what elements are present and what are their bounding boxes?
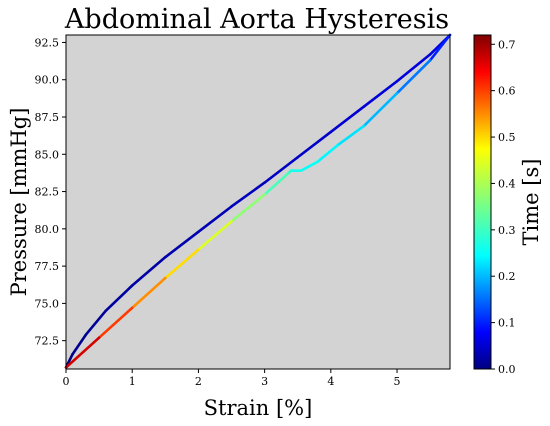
colorbar-tick-label: 0.1 — [498, 317, 516, 330]
curve-segment — [197, 205, 233, 234]
curve-segment — [71, 333, 88, 356]
y-axis-ticks: 72.5 75.0 77.5 80.0 82.5 85.0 87.5 90.0 92.5 — [35, 36, 66, 348]
x-tick-label: 4 — [327, 375, 334, 388]
colorbar-ticks: 0.0 0.1 0.2 0.3 0.4 0.5 0.6 0.7 — [491, 38, 516, 376]
plot-frame — [65, 34, 451, 370]
y-tick-label: 90.0 — [35, 74, 60, 87]
curve-segment — [316, 144, 339, 164]
curve-segment — [296, 130, 333, 159]
y-tick-label: 80.0 — [35, 223, 60, 236]
colorbar-tick-label: 0.5 — [498, 131, 516, 144]
colorbar-tick-label: 0.6 — [498, 85, 516, 98]
colorbar-tick-label: 0.2 — [498, 270, 516, 283]
y-tick-label: 92.5 — [35, 36, 60, 49]
curve-segment — [395, 53, 432, 83]
curve-segment — [64, 336, 101, 369]
curve-segment — [130, 255, 167, 287]
curve-segment — [263, 155, 300, 184]
x-tick-label: 5 — [394, 375, 401, 388]
y-tick-label: 75.0 — [35, 297, 60, 310]
y-tick-label: 82.5 — [35, 186, 60, 199]
chart-title: Abdominal Aorta Hysteresis — [64, 4, 449, 35]
x-tick-label: 1 — [129, 375, 136, 388]
y-axis-label: Pressure [mmHg] — [7, 108, 31, 297]
curve-segment — [299, 160, 319, 172]
colorbar-tick-label: 0.4 — [498, 177, 516, 190]
colorbar-tick-label: 0.3 — [498, 224, 516, 237]
curve-segment — [130, 276, 167, 310]
curve-segment — [362, 79, 399, 108]
x-tick-label: 0 — [63, 375, 70, 388]
curve-segment — [230, 193, 266, 223]
curve-segment — [362, 91, 399, 128]
colorbar — [473, 34, 492, 370]
curve-segment — [230, 181, 266, 208]
colorbar-tick-label: 0.7 — [498, 38, 516, 51]
curve-segment — [336, 124, 366, 147]
y-tick-label: 72.5 — [35, 335, 60, 348]
x-axis-label: Strain [%] — [204, 396, 313, 420]
curve-segment — [197, 220, 233, 252]
y-tick-label: 77.5 — [35, 260, 60, 273]
curve-segment — [263, 172, 290, 196]
y-tick-label: 85.0 — [35, 148, 60, 161]
x-tick-label: 3 — [261, 375, 268, 388]
y-tick-label: 87.5 — [35, 111, 60, 124]
curve-layer — [64, 33, 452, 369]
x-axis-ticks: 0 1 2 3 4 5 — [63, 369, 401, 388]
curve-segment — [104, 284, 134, 313]
colorbar-label: Time [s] — [519, 159, 543, 246]
curve-segment — [84, 309, 108, 337]
curve-segment — [97, 306, 134, 339]
x-tick-label: 2 — [195, 375, 202, 388]
curve-segment — [164, 248, 200, 280]
curve-segment — [395, 59, 432, 95]
curve-segment — [164, 230, 200, 259]
curve-segment — [428, 33, 452, 62]
colorbar-tick-label: 0.0 — [498, 363, 516, 376]
curve-segment — [329, 105, 366, 134]
